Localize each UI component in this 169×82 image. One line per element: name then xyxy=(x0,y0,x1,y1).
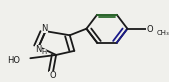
Text: O: O xyxy=(146,25,153,34)
Text: N: N xyxy=(42,24,48,33)
Text: N: N xyxy=(35,45,42,54)
Text: H: H xyxy=(42,49,47,55)
Text: HO: HO xyxy=(7,56,20,65)
Text: CH₃: CH₃ xyxy=(157,30,169,36)
Text: O: O xyxy=(49,71,56,80)
